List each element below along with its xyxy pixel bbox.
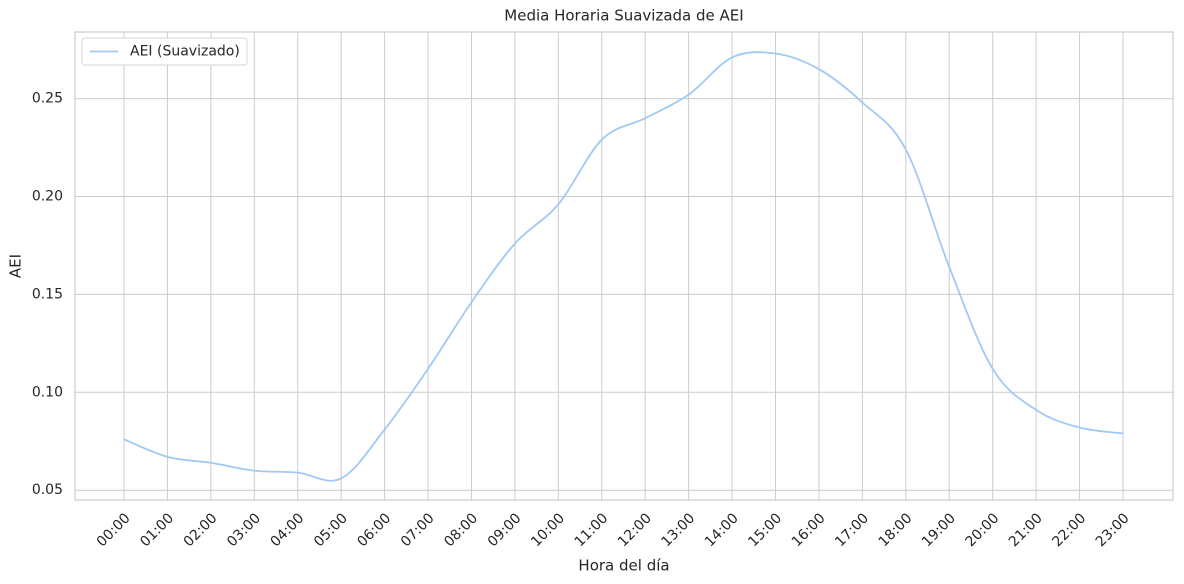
x-tick-label: 13:00 [658, 510, 698, 550]
x-tick-label: 12:00 [615, 510, 655, 550]
x-tick-label: 06:00 [354, 510, 394, 550]
y-tick-label: 0.05 [32, 482, 63, 498]
x-tick-label: 03:00 [224, 510, 264, 550]
y-tick-label: 0.15 [32, 286, 63, 302]
x-tick-label: 09:00 [485, 510, 525, 550]
x-tick-label: 10:00 [528, 510, 568, 550]
y-axis-label: AEI [7, 254, 25, 278]
x-tick-label: 17:00 [832, 510, 872, 550]
y-tick-label: 0.25 [32, 91, 63, 107]
x-tick-label: 14:00 [702, 510, 742, 550]
x-tick-label: 08:00 [441, 510, 481, 550]
line [123, 51, 1124, 482]
x-tick-label: 20:00 [963, 510, 1003, 550]
y-tick-label: 0.10 [32, 384, 63, 400]
legend-box [81, 37, 248, 66]
x-axis-label: Hora del día [578, 557, 669, 575]
x-tick-label: 07:00 [398, 510, 438, 550]
x-tick-label: 21:00 [1006, 510, 1046, 550]
plot-frame [74, 31, 1174, 501]
x-tick-label: 04:00 [268, 510, 308, 550]
x-tick-label: 11:00 [572, 510, 612, 550]
x-tick-label: 15:00 [745, 510, 785, 550]
x-tick-label: 05:00 [311, 510, 351, 550]
x-tick-label: 00:00 [94, 510, 134, 550]
x-tick-label: 02:00 [181, 510, 221, 550]
x-tick-label: 23:00 [1093, 510, 1133, 550]
y-tick-label: 0.20 [32, 188, 63, 204]
chart-title: Media Horaria Suavizada de AEI [504, 7, 743, 25]
x-tick-label: 16:00 [789, 510, 829, 550]
x-tick-label: 18:00 [876, 510, 916, 550]
x-tick-label: 01:00 [137, 510, 177, 550]
x-tick-label: 22:00 [1049, 510, 1089, 550]
x-tick-label: 19:00 [919, 510, 959, 550]
legend-label: AEI (Suavizado) [130, 44, 240, 60]
